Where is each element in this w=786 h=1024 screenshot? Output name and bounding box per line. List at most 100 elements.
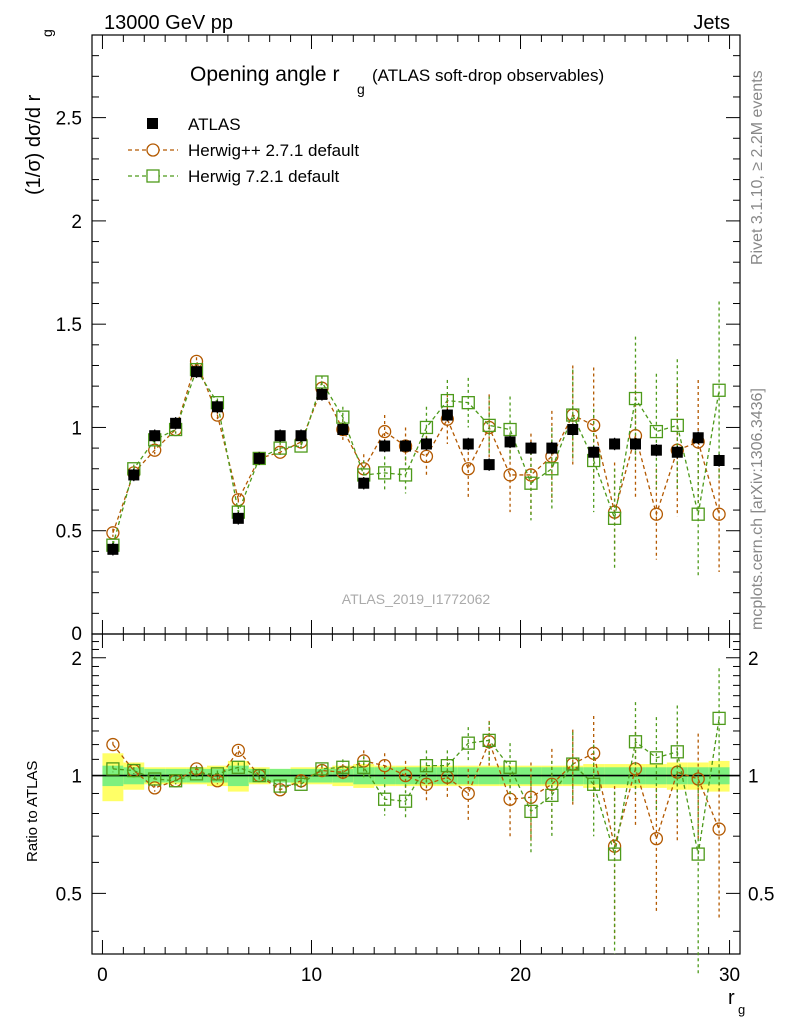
atlas-main-point [441,409,453,421]
ratio-plot-panel: 0.5 0.51 12 20 10 20 30 [56,633,774,986]
atlas-main-point [420,438,432,450]
ratio-ytick-label-right: 2 [748,649,759,670]
legend-label-herwig7: Herwig 7.2.1 default [188,167,339,186]
herwig7-ratio-point [210,767,225,781]
herwig7-ratio-point [482,733,496,748]
xlabel-subscript: g [738,1002,745,1017]
herwig7-ratio-point [524,804,538,819]
herwigpp-main-line [112,359,720,534]
main-plot-panel: 0.5 1 1.5 2 2.5 0 [56,34,741,645]
herwigpp-main-point [148,443,162,457]
herwig7-ratio-point [231,760,245,774]
atlas-main-point [107,543,119,555]
herwigpp-main-point [524,468,538,482]
atlas-main-point [546,442,558,454]
herwigpp-main-point [649,507,664,521]
main-ytick-label: 1.5 [56,315,82,336]
legend-marker-herwig7 [146,169,160,183]
legend-entry-atlas: ATLAS [147,115,241,134]
herwig7-main-point [482,418,496,433]
atlas-main-point [128,469,140,481]
herwig7-main-point [649,424,664,439]
herwig7-ratio-point [691,847,705,861]
herwig7-ratio-point [670,745,684,759]
herwigpp-ratio-point [210,774,225,788]
herwigpp-ratio-point [106,737,120,752]
atlas-main-point [609,438,621,450]
plot-title-subscript: g [357,81,365,97]
mcplots-reference-label: mcplots.cern.ch [arXiv:1306.3436] [749,388,766,630]
herwig7-ratio-point [106,762,120,776]
herwigpp-ratio-point [377,759,392,773]
herwigpp-ratio-point [649,831,664,846]
atlas-main-point [671,446,683,458]
herwig7-main-point [398,468,413,482]
process-label: Jets [693,12,730,34]
herwigpp-ratio-point [419,777,434,791]
herwigpp-ratio-point [398,768,413,783]
herwig7-ratio-point [168,774,183,788]
herwig7-ratio-point [503,760,517,774]
herwig7-ratio-point [461,736,475,750]
herwig7-ratio-point [607,847,622,861]
atlas-main-point [358,477,370,489]
legend: ATLAS Herwig++ 2.7.1 default Herwig 7.2.… [128,115,359,186]
herwigpp-main-point [503,468,517,482]
herwig7-ratio-point [127,763,141,778]
herwig7-main-point [377,466,392,480]
herwig7-ratio-point [545,788,559,803]
atlas-main-point [588,446,600,458]
plot-title-main: Opening angle r [190,63,339,86]
atlas-main-point [400,440,412,452]
herwig7-ratio-point [273,779,287,793]
herwig7-ratio-point [712,711,726,726]
herwig7-ratio-point [294,777,308,791]
rivet-version-label: Rivet 3.1.10, ≥ 2.2M events [749,70,766,265]
herwig7-ratio-point [398,794,413,808]
herwig7-main-point [712,383,726,397]
atlas-main-point [211,401,223,413]
herwig7-main-point [461,396,475,410]
main-ytick-label-zero: 0 [71,624,82,645]
herwig7-ratio-line [112,718,720,855]
herwigpp-ratio-point [461,786,475,801]
herwig7-ratio-point [189,767,204,781]
herwig7-main-point [419,420,434,435]
herwigpp-main-point [377,424,392,439]
energy-label: 13000 GeV pp [104,12,233,34]
herwig7-main-point [670,418,684,433]
xtick-label: 20 [510,965,531,986]
main-ytick-label: 2.5 [56,109,82,130]
atlas-main-point [713,454,725,466]
atlas-main-point [337,424,349,436]
herwig7-main-point [440,393,455,408]
xlabel: r [728,987,735,1009]
herwig7-main-point [524,476,538,490]
herwig7-ratio-point [587,777,601,791]
ratio-ytick-label-right: 1 [748,767,759,788]
legend-label-herwigpp: Herwig++ 2.7.1 default [188,141,359,160]
herwig7-ratio-point [440,759,455,773]
atlas-main-point [525,442,537,454]
herwigpp-ratio-point [712,822,726,836]
atlas-main-point [170,417,182,429]
ratio-ytick-label-left: 0.5 [56,884,82,905]
herwigpp-ratio-line [112,739,720,847]
herwig7-main-point [503,422,517,437]
main-ytick-label: 2 [71,212,82,233]
herwig7-ratio-point [336,760,350,774]
herwigpp-main-point [587,418,601,433]
herwig7-ratio-point [377,792,392,806]
xtick-label: 0 [97,965,108,986]
atlas-main-point [379,440,391,452]
herwig7-ratio-point [628,735,643,749]
herwig7-ratio-point [649,751,664,765]
herwig7-ratio-point [315,762,329,776]
atlas-main-point [274,430,286,442]
ratio-ytick-label-right: 0.5 [748,884,774,905]
main-ytick-label: 0.5 [56,522,82,543]
xtick-label: 30 [719,965,740,986]
herwig7-main-point [566,408,580,422]
main-ylabel-subscript: g [39,29,55,37]
